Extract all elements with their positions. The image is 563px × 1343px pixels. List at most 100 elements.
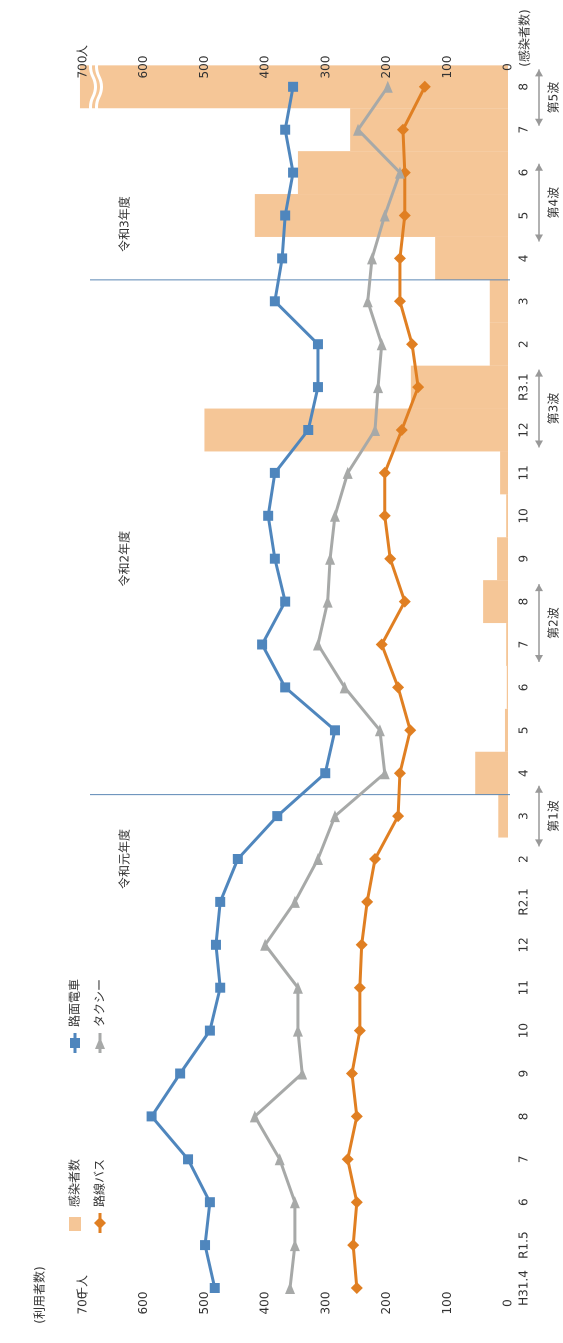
marker — [393, 295, 406, 308]
marker — [339, 681, 350, 694]
marker — [367, 252, 377, 265]
y-tick-label: 500 — [197, 1292, 211, 1315]
bar — [475, 751, 509, 795]
marker — [292, 1024, 303, 1037]
marker — [280, 682, 291, 693]
x-tick-label: 5 — [517, 726, 531, 734]
marker — [353, 1024, 366, 1037]
marker — [350, 1196, 363, 1209]
bar — [498, 794, 508, 838]
y-axis-caption: (利用者数) — [32, 1266, 47, 1323]
marker — [404, 724, 417, 737]
y2-axis-caption: (感染者数) — [517, 9, 532, 66]
marker — [393, 252, 406, 265]
marker — [272, 811, 283, 822]
marker — [355, 938, 368, 951]
marker — [175, 1068, 186, 1079]
marker — [280, 124, 291, 135]
x-tick-label: 5 — [517, 212, 531, 220]
y2-tick-label: 400 — [258, 56, 272, 79]
marker — [312, 853, 323, 865]
marker — [289, 895, 300, 908]
wave-label: 第2波 — [547, 607, 561, 639]
marker — [396, 123, 409, 136]
marker — [210, 939, 221, 950]
y2-tick-label: 100 — [440, 56, 454, 79]
legend-label: 路面電車 — [67, 979, 82, 1027]
x-tick-label: 11 — [517, 465, 531, 480]
bar — [204, 408, 509, 452]
legend-label: 路線バス — [92, 1159, 107, 1207]
marker — [269, 467, 280, 478]
marker — [398, 209, 411, 222]
bar — [489, 322, 508, 366]
marker — [285, 1282, 296, 1294]
x-tick-label: H31.4 — [517, 1270, 531, 1306]
y-tick-label: 700 — [76, 1292, 90, 1315]
marker — [325, 552, 336, 565]
marker — [395, 424, 408, 436]
marker — [350, 1282, 363, 1294]
marker — [382, 80, 393, 93]
y2-tick-label: 200 — [379, 56, 393, 79]
marker — [146, 1111, 157, 1122]
wave-label: 第4波 — [547, 187, 561, 219]
marker — [297, 1067, 308, 1080]
y2-tick-label: 0 — [501, 63, 515, 71]
x-tick-label: 10 — [517, 508, 531, 523]
marker — [200, 1240, 211, 1251]
legend-label: 感染者数 — [67, 1159, 82, 1207]
marker — [263, 510, 274, 521]
marker — [320, 768, 331, 779]
marker — [204, 1025, 215, 1036]
bar — [506, 494, 508, 538]
bar — [506, 665, 508, 709]
x-tick-label: 6 — [517, 169, 531, 177]
marker — [418, 80, 431, 93]
x-tick-label: 10 — [517, 1023, 531, 1038]
marker — [394, 166, 405, 179]
marker — [260, 938, 271, 951]
marker — [369, 853, 382, 865]
series-line — [150, 86, 337, 1289]
x-tick-label: R1.5 — [517, 1231, 531, 1258]
marker — [392, 681, 405, 694]
x-tick-label: 3 — [517, 297, 531, 305]
fiscal-year-label: 令和3年度 — [117, 196, 132, 252]
x-tick-label: 8 — [517, 1113, 531, 1121]
marker — [232, 854, 243, 864]
bar — [506, 623, 508, 666]
marker — [378, 466, 391, 479]
y-tick-label: 600 — [136, 1292, 150, 1315]
x-tick-label: 2 — [517, 855, 531, 863]
bar — [497, 537, 509, 581]
bar — [350, 108, 508, 152]
marker — [398, 595, 411, 608]
marker — [392, 810, 405, 823]
marker — [312, 638, 323, 651]
marker — [280, 596, 291, 607]
bar — [410, 365, 509, 409]
marker — [350, 1110, 363, 1123]
x-tick-label: R3.1 — [517, 373, 531, 400]
wave-label: 第3波 — [547, 393, 561, 425]
bar — [254, 194, 508, 237]
y2-axis-unit: 人 — [76, 45, 90, 57]
marker — [322, 595, 333, 608]
y-tick-label: 0 — [501, 1299, 515, 1307]
x-tick-label: 8 — [517, 598, 531, 606]
marker — [215, 896, 226, 907]
x-tick-label: 4 — [517, 769, 531, 777]
bar — [504, 708, 509, 752]
marker — [329, 509, 340, 522]
x-tick-label: 2 — [517, 340, 531, 348]
marker — [412, 381, 425, 394]
y2-tick-label: 500 — [197, 56, 211, 79]
axis-break — [89, 56, 97, 118]
marker — [269, 553, 280, 564]
marker — [289, 1196, 300, 1209]
marker — [288, 81, 299, 92]
y-tick-label: 200 — [379, 1292, 393, 1315]
marker — [209, 1283, 220, 1293]
